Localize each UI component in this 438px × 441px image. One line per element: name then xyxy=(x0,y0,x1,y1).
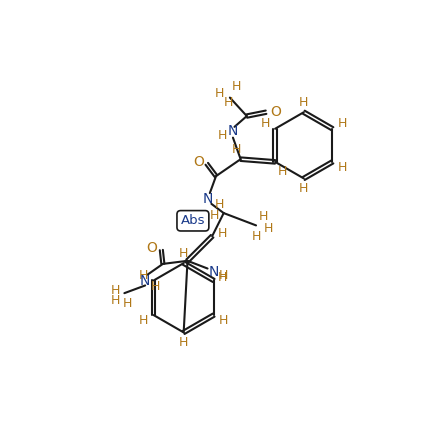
Text: H: H xyxy=(151,280,160,293)
Text: N: N xyxy=(228,124,238,138)
Text: H: H xyxy=(110,284,120,297)
Text: H: H xyxy=(338,117,347,130)
Text: H: H xyxy=(218,129,227,142)
Text: H: H xyxy=(139,314,148,327)
Text: H: H xyxy=(110,294,120,307)
Text: H: H xyxy=(264,222,273,235)
Text: H: H xyxy=(231,80,241,93)
Text: H: H xyxy=(224,96,233,108)
Text: N: N xyxy=(139,274,150,288)
Text: H: H xyxy=(219,269,228,281)
Text: H: H xyxy=(338,161,347,174)
Text: H: H xyxy=(139,269,148,281)
Text: H: H xyxy=(179,336,188,349)
Text: H: H xyxy=(251,231,261,243)
Text: H: H xyxy=(214,87,224,100)
Text: H: H xyxy=(179,247,188,260)
Text: H: H xyxy=(299,182,308,195)
Text: H: H xyxy=(299,96,308,108)
Text: N: N xyxy=(208,265,219,279)
Text: H: H xyxy=(232,143,241,157)
Text: O: O xyxy=(147,242,158,255)
Text: H: H xyxy=(214,198,224,211)
Text: H: H xyxy=(278,164,287,178)
Text: H: H xyxy=(210,209,219,222)
Text: H: H xyxy=(259,209,268,223)
Text: H: H xyxy=(219,314,228,327)
Text: H: H xyxy=(218,227,228,239)
Text: Abs: Abs xyxy=(180,214,205,227)
Text: O: O xyxy=(194,155,205,169)
Text: H: H xyxy=(261,117,270,130)
Text: O: O xyxy=(270,105,281,119)
Text: H: H xyxy=(218,271,228,284)
Text: N: N xyxy=(203,192,213,206)
Text: H: H xyxy=(123,297,132,310)
